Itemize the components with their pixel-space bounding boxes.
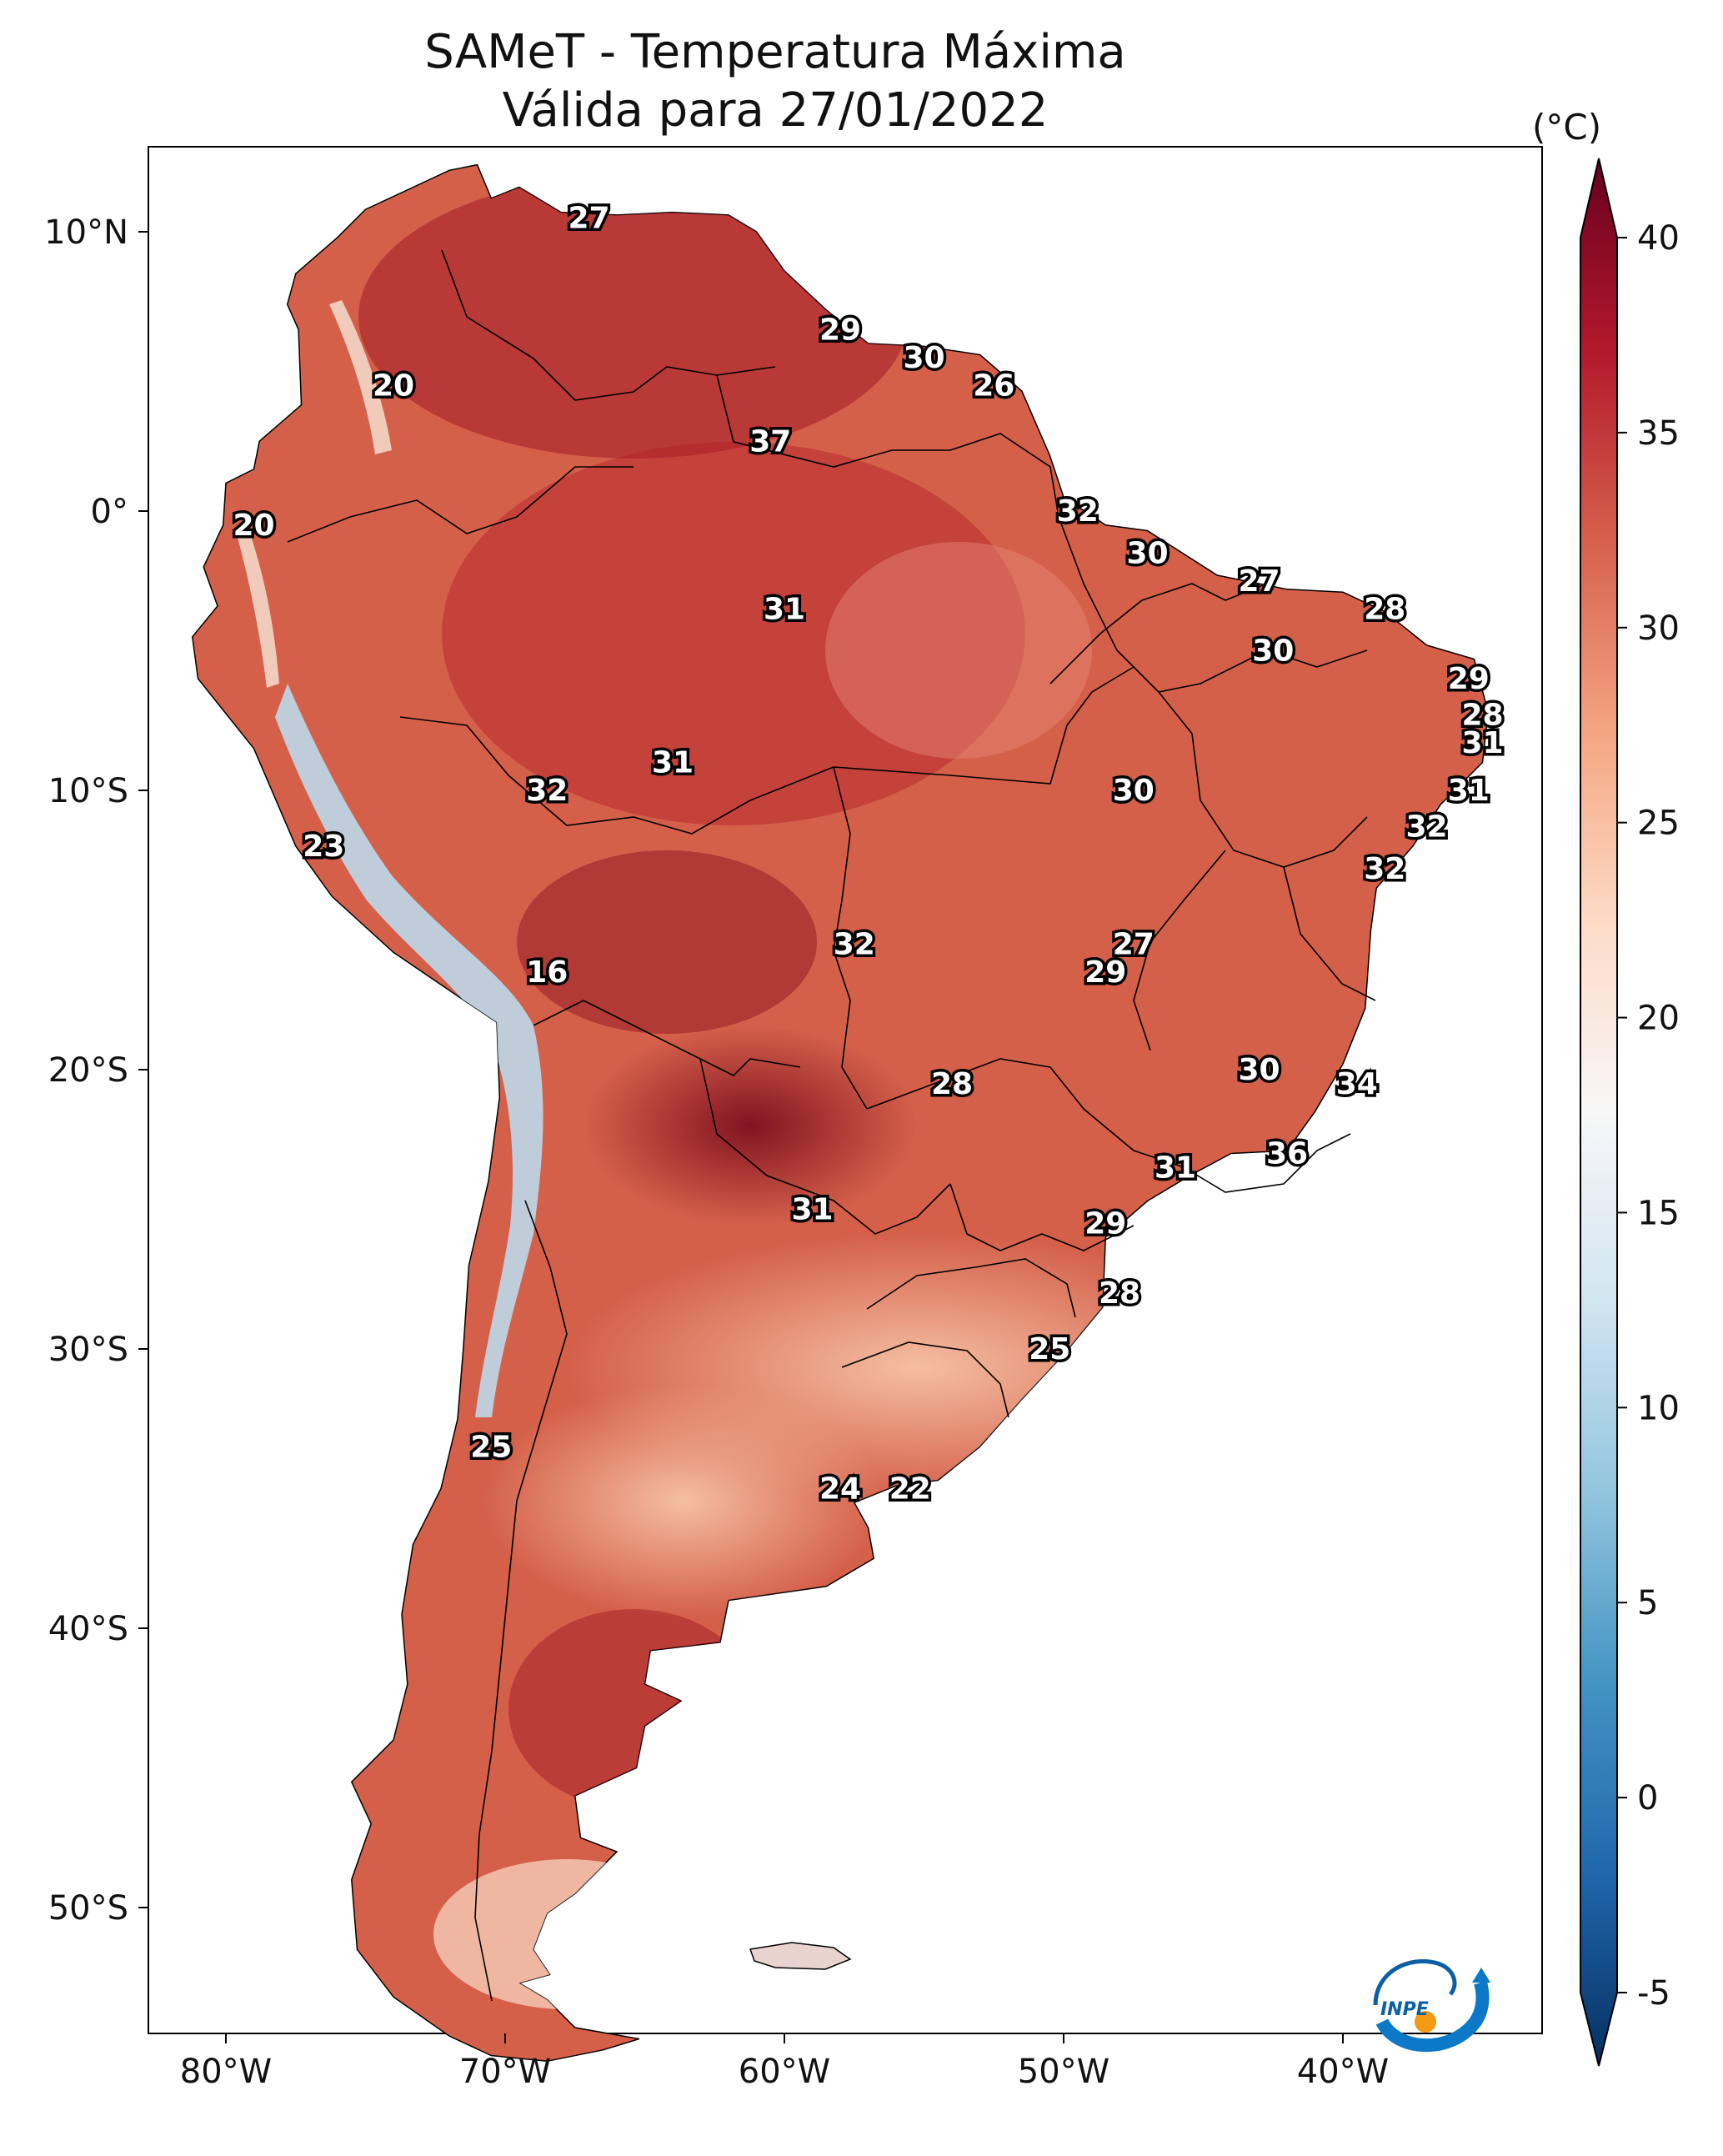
- temperature-label: 16: [526, 955, 568, 990]
- political-borders: [287, 249, 1376, 2002]
- temperature-label: 32: [1405, 810, 1447, 845]
- temperature-label: 25: [470, 1430, 512, 1464]
- colorbar-tick-label: 10: [1637, 1389, 1680, 1427]
- temperature-label: 28: [1099, 1276, 1140, 1311]
- temperature-label: 27: [1238, 564, 1280, 599]
- temperature-label: 29: [819, 313, 861, 347]
- temperature-label: 30: [1126, 536, 1168, 570]
- hot-zone-chaco: [584, 1025, 917, 1226]
- lon-tick-label: 70°W: [459, 2053, 551, 2091]
- colorbar-tick-label: 35: [1637, 414, 1680, 453]
- colorbar-tick-label: 40: [1637, 219, 1680, 258]
- colorbar-tick-label: 0: [1637, 1779, 1658, 1818]
- temperature-label: 32: [1364, 852, 1405, 886]
- lon-tick-label: 40°W: [1297, 2053, 1389, 2091]
- lat-tick-label: 10°S: [48, 772, 128, 810]
- temperature-label: 28: [1364, 592, 1405, 626]
- temperature-label: 25: [1029, 1332, 1070, 1366]
- colorbar-tick-label: 20: [1637, 1000, 1680, 1038]
- temperature-label: 29: [1448, 662, 1490, 696]
- map-title: SAMeT - Temperatura Máxima Válida para 2…: [142, 23, 1409, 140]
- temperature-label: 32: [1057, 494, 1099, 529]
- temperature-label: 30: [1238, 1053, 1280, 1087]
- temperature-label: 32: [834, 927, 875, 961]
- cold-zone-ecuador-andes: [238, 534, 279, 688]
- temperature-label: 30: [903, 341, 944, 375]
- temperature-label: 29: [1084, 1206, 1126, 1241]
- temperature-label: 31: [1461, 726, 1503, 760]
- lon-tick-label: 50°W: [1018, 2053, 1109, 2091]
- lat-tick-label: 0°: [91, 493, 128, 531]
- title-line-2: Válida para 27/01/2022: [502, 83, 1049, 138]
- lon-tick-label: 60°W: [739, 2053, 830, 2091]
- inpe-logo-text: INPE: [1380, 1999, 1429, 2020]
- colorbar-tick-label: -5: [1637, 1974, 1670, 2013]
- temperature-label: 20: [373, 369, 414, 403]
- temperature-label: 20: [233, 509, 274, 543]
- colorbar-unit: (°C): [1532, 107, 1602, 148]
- longitude-axis: 80°W 70°W 60°W 50°W 40°W: [180, 2033, 1389, 2091]
- temperature-label: 23: [303, 830, 344, 864]
- temperature-label: 24: [819, 1472, 861, 1507]
- falkland-islands: [749, 1942, 852, 1970]
- lat-tick-label: 40°S: [48, 1610, 128, 1648]
- temperature-label: 37: [749, 424, 791, 459]
- cold-zone-colombia-andes: [329, 300, 392, 454]
- inpe-logo-graphic: [1373, 1958, 1490, 2053]
- cold-zone-andes: [275, 684, 543, 1417]
- temperature-label: 31: [1448, 774, 1490, 808]
- temperature-label: 31: [764, 592, 805, 626]
- colorbar-tick-label: 15: [1637, 1194, 1680, 1232]
- lon-tick-label: 80°W: [180, 2053, 272, 2091]
- temperature-label: 29: [1084, 955, 1126, 990]
- hot-zone-bolivia: [517, 850, 817, 1034]
- temperature-label: 28: [931, 1067, 973, 1101]
- lat-tick-label: 50°S: [48, 1889, 128, 1928]
- colorbar-ticks: 40 35 30 25 20 15 10 5 0 -5: [1617, 219, 1680, 2013]
- temperature-label: 30: [1252, 634, 1294, 669]
- temperature-label: 36: [1266, 1137, 1308, 1171]
- colorbar-tick-label: 25: [1637, 805, 1680, 843]
- colorbar: 40 35 30 25 20 15 10 5 0 -5: [1580, 158, 1680, 2067]
- temperature-label: 34: [1336, 1067, 1378, 1101]
- lat-tick-label: 20°S: [48, 1051, 128, 1090]
- temperature-label: 31: [652, 746, 694, 780]
- title-line-1: SAMeT - Temperatura Máxima: [424, 25, 1126, 79]
- inpe-logo: [1359, 1943, 1509, 2059]
- colorbar-tick-label: 5: [1637, 1584, 1658, 1622]
- colorbar-tick-label: 30: [1637, 609, 1680, 648]
- temperature-label: 31: [791, 1193, 833, 1227]
- colorbar-body: [1580, 158, 1618, 2067]
- mild-zone-argentina: [483, 1384, 884, 1617]
- temperature-label: 27: [568, 201, 609, 235]
- temperature-label: 32: [526, 774, 568, 808]
- temperature-label: 31: [1155, 1151, 1196, 1185]
- lat-tick-label: 30°S: [48, 1331, 128, 1369]
- hot-zone-amazon: [442, 442, 1025, 825]
- temperature-label: 26: [973, 369, 1014, 403]
- temperature-label: 30: [1113, 774, 1155, 808]
- latitude-axis: 10°N 0° 10°S 20°S 30°S 40°S 50°S: [44, 213, 148, 1928]
- mild-zone-para: [825, 542, 1092, 759]
- temperature-label: 28: [1461, 699, 1503, 733]
- temperature-label: 27: [1113, 927, 1155, 961]
- temperature-label: 22: [889, 1472, 931, 1507]
- lat-tick-label: 10°N: [44, 213, 128, 252]
